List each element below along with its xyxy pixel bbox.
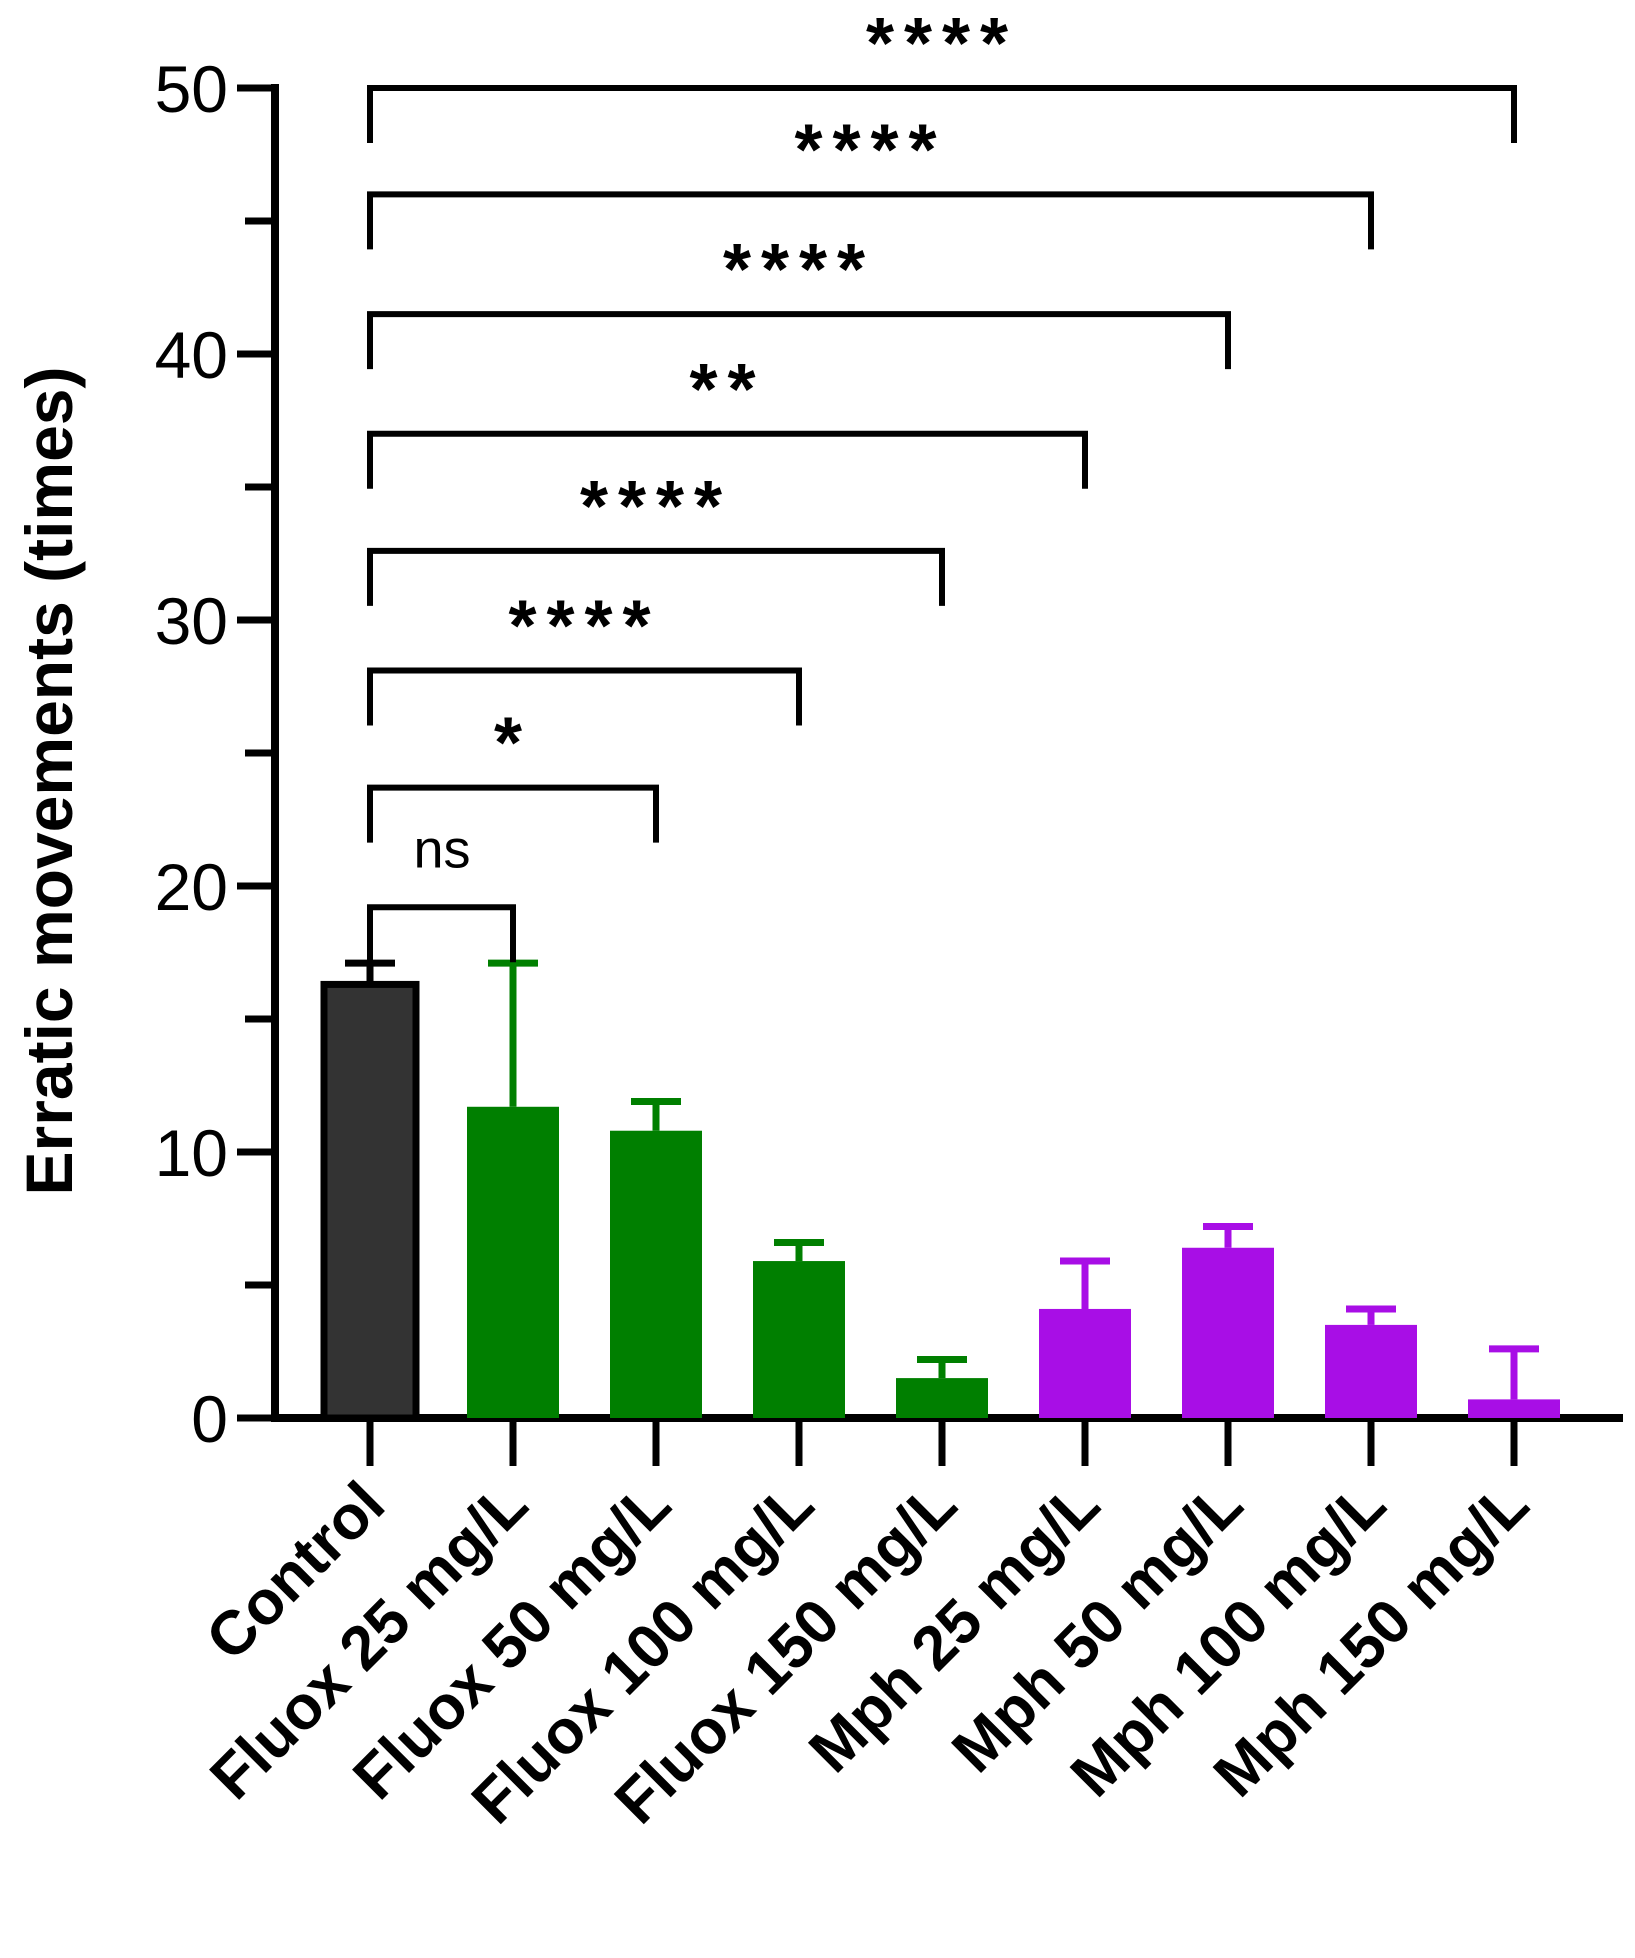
y-tick-label-20: 20 xyxy=(155,850,228,924)
bar-4 xyxy=(753,1261,845,1418)
significance-bracket-1 xyxy=(367,904,516,963)
significance-label-4: **** xyxy=(580,467,732,547)
bar-1 xyxy=(320,980,420,1422)
significance-bracket-4 xyxy=(367,547,945,606)
error-bars-group xyxy=(345,959,1539,1400)
significance-bracket-2 xyxy=(367,784,659,843)
bar-8 xyxy=(1325,1324,1417,1418)
bars-group xyxy=(320,980,1560,1422)
y-axis-title: Erratic movements (times) xyxy=(12,367,86,1196)
significance-brackets-group: ns*********************** xyxy=(367,4,1517,963)
significance-bracket-8 xyxy=(367,85,1517,143)
bar-5 xyxy=(896,1378,988,1418)
significance-bracket-3 xyxy=(367,667,802,726)
significance-label-7: **** xyxy=(794,110,946,190)
y-tick-label-0: 0 xyxy=(191,1382,228,1456)
y-tick-label-30: 30 xyxy=(155,584,228,658)
significance-label-2: * xyxy=(494,704,532,784)
significance-label-8: **** xyxy=(866,4,1018,84)
significance-bracket-7 xyxy=(367,191,1374,250)
axes-group xyxy=(237,84,1623,1466)
bar-6 xyxy=(1039,1308,1131,1418)
significance-label-5: ** xyxy=(689,350,765,430)
significance-bracket-5 xyxy=(367,430,1088,489)
y-tick-label-10: 10 xyxy=(155,1116,228,1190)
bar-2 xyxy=(467,1106,559,1418)
significance-label-1: ns xyxy=(413,819,470,879)
bar-7 xyxy=(1182,1247,1274,1418)
significance-label-3: **** xyxy=(508,587,660,667)
significance-label-6: **** xyxy=(723,230,875,310)
y-tick-label-50: 50 xyxy=(155,52,228,126)
significance-bracket-6 xyxy=(367,311,1231,370)
y-tick-label-40: 40 xyxy=(155,318,228,392)
bar-3 xyxy=(610,1130,702,1418)
bar-9 xyxy=(1468,1399,1560,1418)
